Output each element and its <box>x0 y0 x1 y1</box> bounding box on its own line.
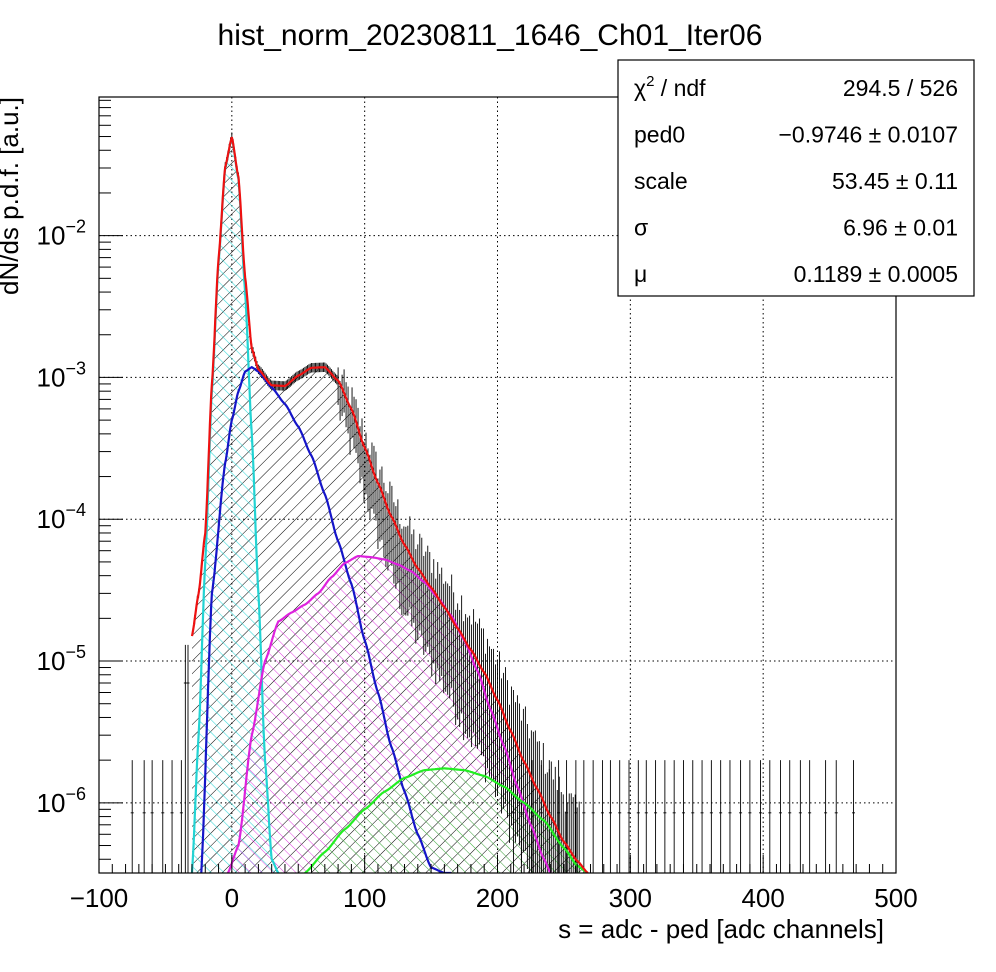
stats-label: scale <box>634 168 688 194</box>
stats-value: 0.1189 ± 0.0005 <box>794 261 958 287</box>
stats-label: χ2 / ndf <box>634 73 706 101</box>
stats-value: −0.9746 ± 0.0107 <box>778 122 958 148</box>
data-layer <box>130 132 855 873</box>
stats-label: σ <box>634 215 648 241</box>
y-axis-title: dN/ds p.d.f. [a.u.] <box>0 97 24 295</box>
one-pe-curve <box>200 365 451 873</box>
stats-value: 53.45 ± 0.11 <box>832 168 958 194</box>
pedestal-component-fill <box>192 137 279 873</box>
two-pe-curve <box>226 555 552 873</box>
x-tick-label: 500 <box>874 883 917 913</box>
y-tick-label: 10−5 <box>37 642 86 676</box>
three-pe-component-fill <box>304 768 588 873</box>
x-tick-label: −100 <box>70 883 129 913</box>
x-tick-label: 400 <box>741 883 784 913</box>
x-tick-label: 200 <box>476 883 519 913</box>
data-points <box>130 132 855 873</box>
y-tick-label: 10−3 <box>37 358 86 392</box>
x-tick-label: 0 <box>225 883 239 913</box>
three-pe-curve <box>304 767 589 873</box>
stats-value: 6.96 ± 0.01 <box>843 215 958 241</box>
chart-title: hist_norm_20230811_1646_Ch01_Iter06 <box>218 19 763 52</box>
ticks: −100 0 100 200 300 400 500 10−2 10−3 10−4 10−5 10−6 <box>37 99 918 913</box>
stats-box-frame <box>617 59 975 297</box>
stats-label: ped0 <box>634 122 685 148</box>
stats-value: 294.5 / 526 <box>843 75 958 101</box>
y-tick-label: 10−6 <box>37 784 86 818</box>
x-axis-title: s = adc - ped [adc channels] <box>558 914 884 944</box>
x-tick-label: 300 <box>609 883 652 913</box>
total-fit-curve <box>190 136 589 873</box>
stats-label: μ <box>634 261 647 287</box>
y-tick-label: 10−4 <box>37 500 86 534</box>
x-tick-label: 100 <box>343 883 386 913</box>
stats-box: χ2 / ndf 294.5 / 526 ped0 −0.9746 ± 0.0107 s… <box>617 59 975 297</box>
y-tick-label: 10−2 <box>37 217 86 251</box>
